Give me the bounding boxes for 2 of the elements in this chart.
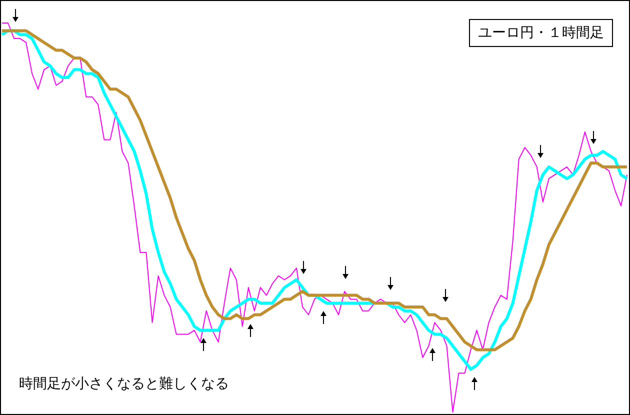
annotation: 時間足が小さくなると難しくなる	[19, 375, 229, 393]
chart-title: ユーロ円・１時間足	[469, 19, 613, 47]
